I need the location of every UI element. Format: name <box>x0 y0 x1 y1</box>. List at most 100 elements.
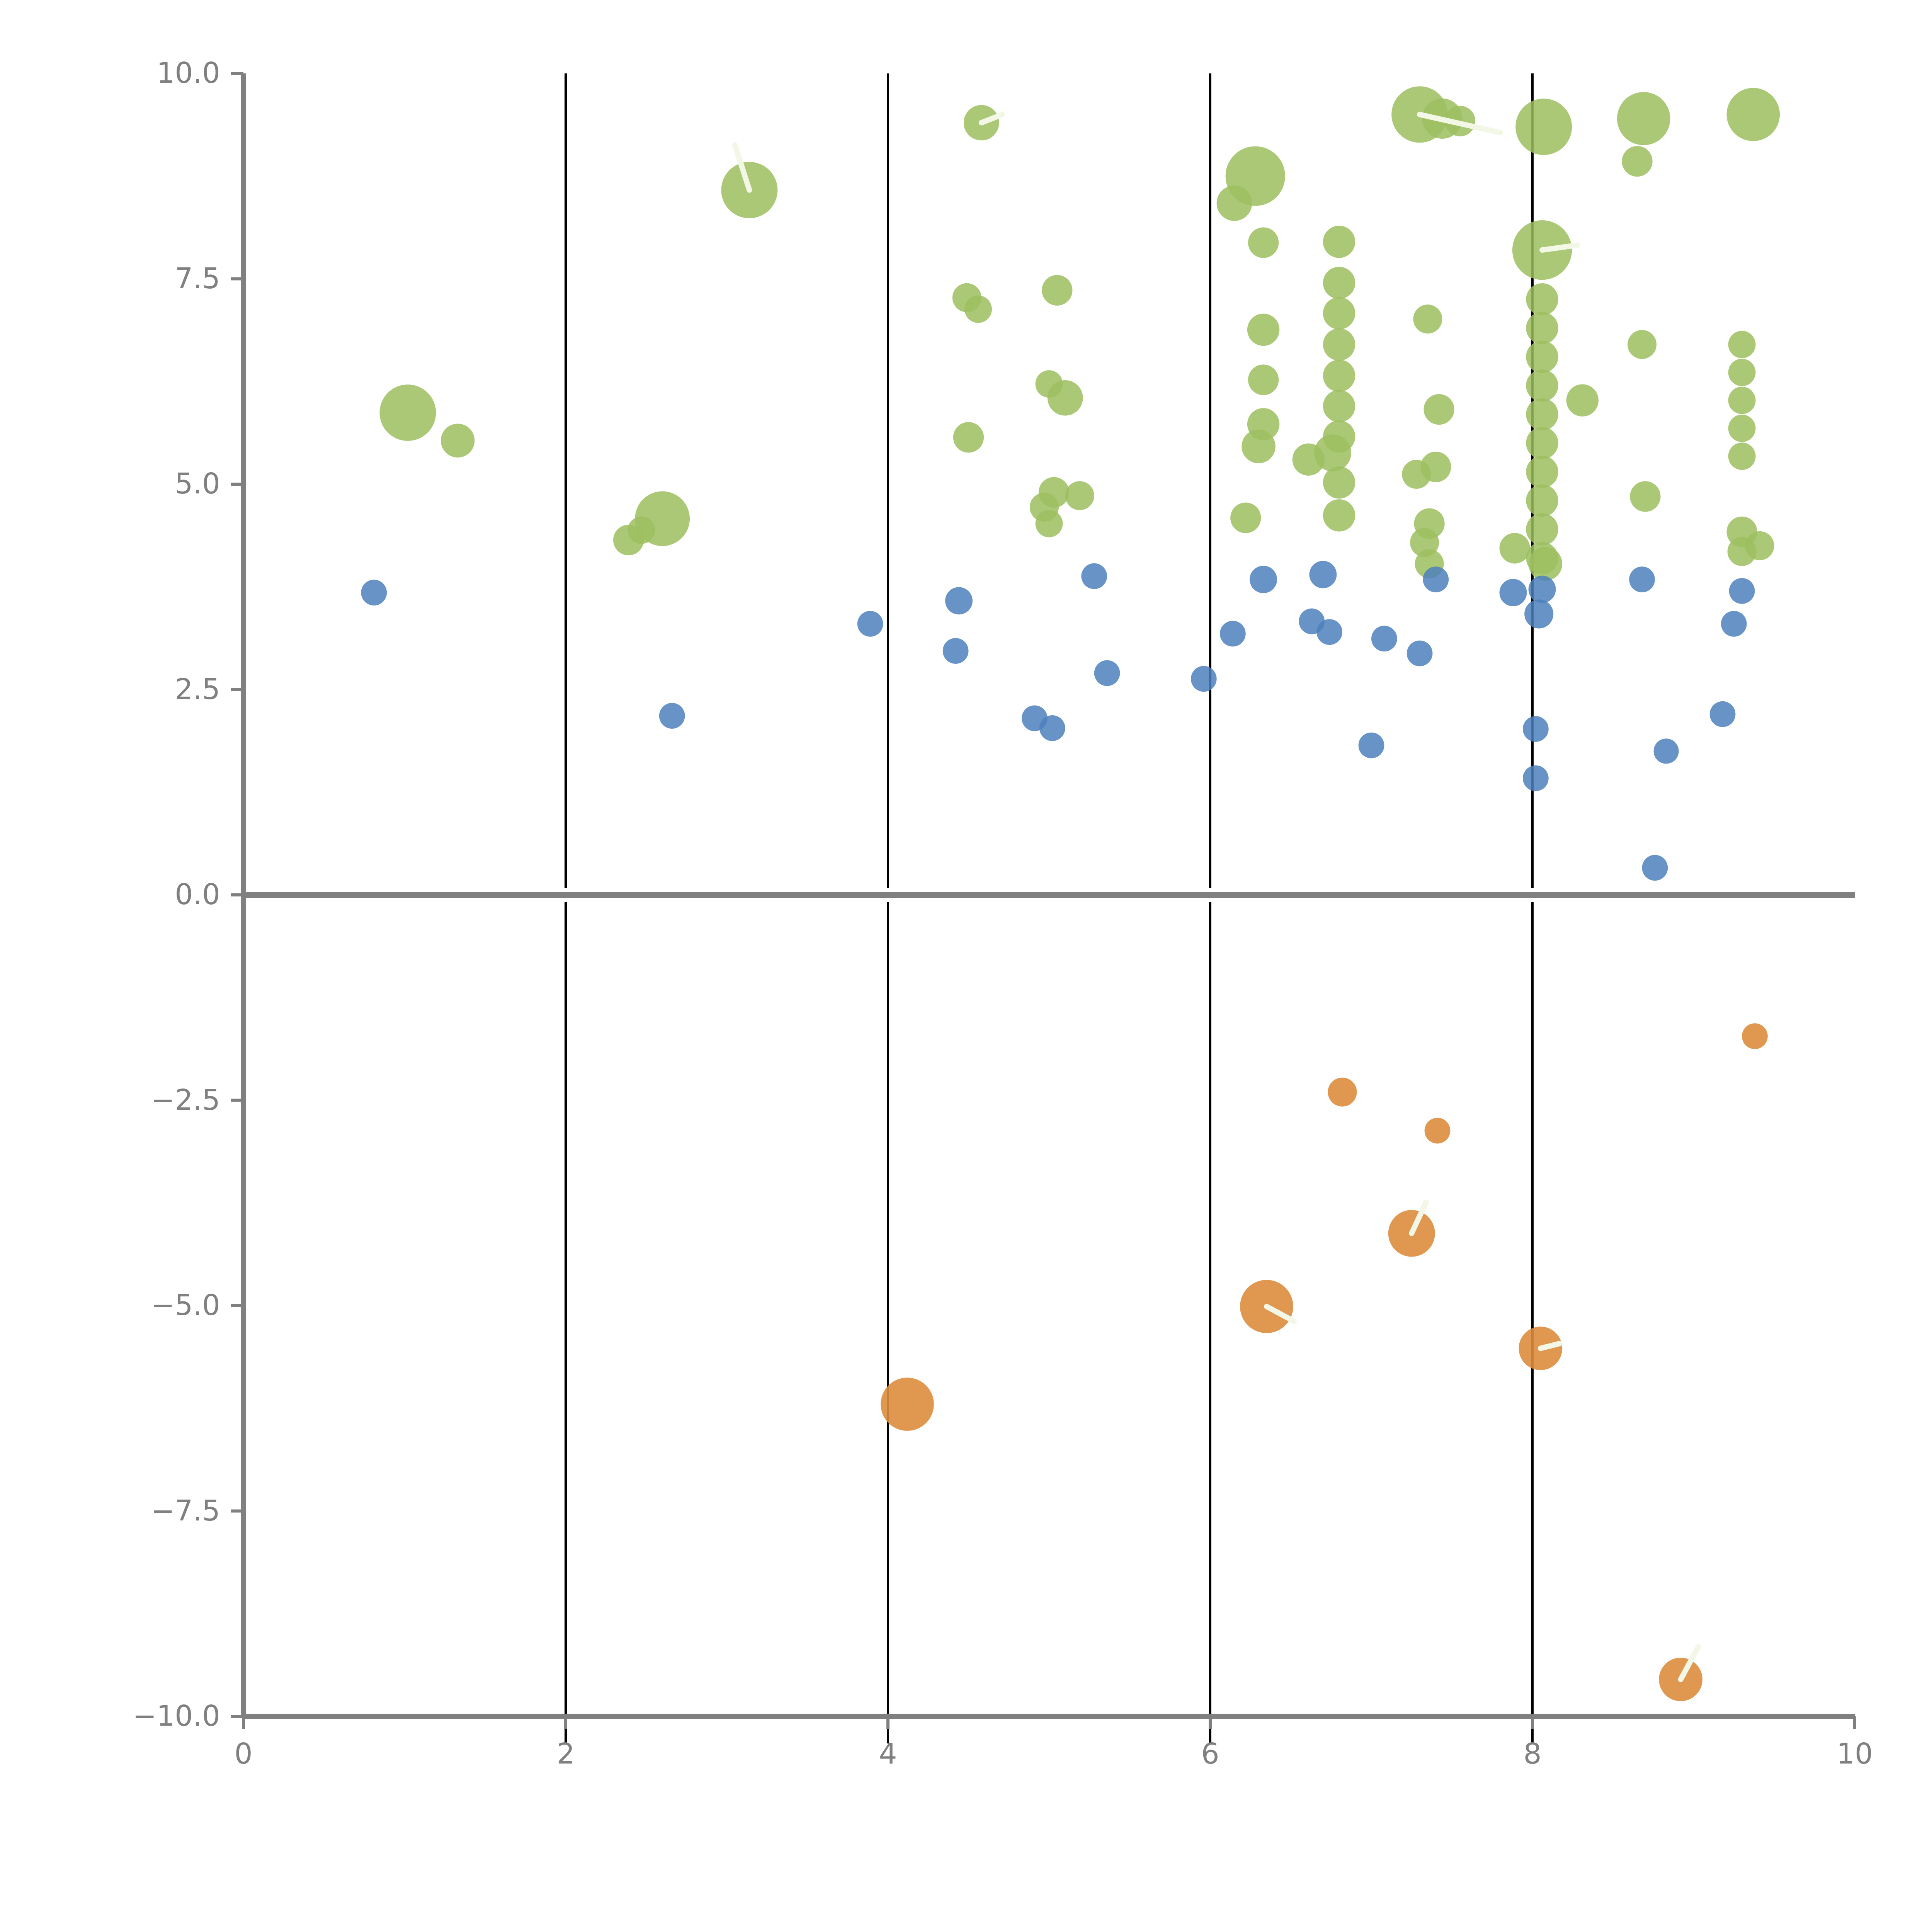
scatter-marker[interactable] <box>1065 481 1094 510</box>
scatter-marker[interactable] <box>1230 502 1261 533</box>
scatter-marker[interactable] <box>1309 561 1337 588</box>
scatter-marker[interactable] <box>379 384 436 441</box>
scatter-marker[interactable] <box>1358 732 1384 759</box>
scatter-marker[interactable] <box>1247 313 1280 346</box>
scatter-marker[interactable] <box>1423 566 1449 592</box>
leader-line <box>1264 1304 1297 1324</box>
scatter-marker[interactable] <box>1220 621 1246 647</box>
scatter-marker[interactable] <box>1248 227 1279 258</box>
scatter-marker[interactable] <box>1371 626 1397 652</box>
scatter-marker[interactable] <box>1035 510 1063 537</box>
scatter-marker[interactable] <box>440 423 475 458</box>
scatter-marker[interactable] <box>1323 390 1355 422</box>
scatter-marker[interactable] <box>881 1378 934 1431</box>
scatter-marker[interactable] <box>1250 566 1277 594</box>
scatter-marker[interactable] <box>1721 611 1747 637</box>
scatter-marker[interactable] <box>1225 146 1285 206</box>
y-tick-label: −5.0 <box>151 1289 220 1322</box>
scatter-marker[interactable] <box>1323 226 1355 258</box>
scatter-marker[interactable] <box>1622 146 1653 177</box>
scatter-marker[interactable] <box>1328 1077 1357 1107</box>
scatter-marker[interactable] <box>1190 666 1217 692</box>
scatter-marker[interactable] <box>1323 267 1355 299</box>
scatter-marker[interactable] <box>1323 359 1355 392</box>
scatter-marker[interactable] <box>1628 330 1657 359</box>
x-tick-label: 0 <box>234 1737 253 1770</box>
scatter-marker[interactable] <box>1526 398 1558 430</box>
scatter-marker[interactable] <box>953 422 984 453</box>
scatter-marker[interactable] <box>1035 370 1063 398</box>
scatter-marker[interactable] <box>1729 578 1755 604</box>
scatter-marker[interactable] <box>1323 297 1355 330</box>
scatter-marker[interactable] <box>1515 99 1572 155</box>
scatter-marker[interactable] <box>1524 599 1554 629</box>
scatter-marker[interactable] <box>1423 394 1454 425</box>
scatter-marker[interactable] <box>1094 660 1120 686</box>
scatter-marker[interactable] <box>1248 364 1279 395</box>
leader-line <box>1537 1340 1563 1351</box>
y-tick-label: 5.0 <box>175 467 220 500</box>
scatter-marker[interactable] <box>1728 414 1756 442</box>
scatter-marker[interactable] <box>1526 427 1558 459</box>
scatter-marker[interactable] <box>1629 566 1655 592</box>
scatter-marker[interactable] <box>1323 499 1355 532</box>
scatter-marker[interactable] <box>1039 715 1065 741</box>
scatter-marker[interactable] <box>1726 88 1780 141</box>
scatter-marker[interactable] <box>1642 855 1668 881</box>
series-green-markers[interactable] <box>379 86 1780 581</box>
scatter-marker[interactable] <box>1323 328 1355 361</box>
scatter-marker[interactable] <box>1499 579 1527 607</box>
scatter-marker[interactable] <box>1526 484 1558 517</box>
scatter-marker[interactable] <box>1617 92 1670 145</box>
scatter-marker[interactable] <box>942 638 969 664</box>
scatter-marker[interactable] <box>1566 384 1599 417</box>
scatter-marker[interactable] <box>635 491 690 546</box>
scatter-marker[interactable] <box>1413 304 1442 334</box>
scatter-marker[interactable] <box>1728 331 1756 359</box>
gridlines-group <box>565 73 1534 1743</box>
x-tick-label: 4 <box>879 1737 897 1770</box>
scatter-marker[interactable] <box>1742 1023 1768 1049</box>
series-blue-markers[interactable] <box>361 561 1755 881</box>
y-tick-label: 7.5 <box>175 262 220 295</box>
scatter-marker[interactable] <box>1728 359 1756 386</box>
scatter-marker[interactable] <box>1292 443 1325 476</box>
x-tick-label: 2 <box>556 1737 575 1770</box>
scatter-marker[interactable] <box>1528 575 1556 603</box>
scatter-marker[interactable] <box>1522 716 1549 742</box>
scatter-marker[interactable] <box>1424 1117 1451 1144</box>
scatter-marker[interactable] <box>1081 563 1107 589</box>
scatter-marker[interactable] <box>1526 283 1558 316</box>
scatter-marker[interactable] <box>1406 640 1433 667</box>
scatter-marker[interactable] <box>1402 459 1431 489</box>
scatter-marker[interactable] <box>1526 456 1558 488</box>
scatter-marker[interactable] <box>1728 442 1756 470</box>
scatter-marker[interactable] <box>1526 340 1558 373</box>
x-tick-label: 6 <box>1201 1737 1219 1770</box>
scatter-marker[interactable] <box>1042 275 1073 306</box>
scatter-marker[interactable] <box>857 611 883 637</box>
scatter-marker[interactable] <box>1728 386 1756 414</box>
scatter-marker[interactable] <box>1242 429 1276 463</box>
scatter-marker[interactable] <box>1745 531 1774 560</box>
scatter-marker[interactable] <box>964 295 992 323</box>
scatter-marker[interactable] <box>945 587 973 615</box>
scatter-marker[interactable] <box>1522 765 1549 791</box>
x-tick-label: 10 <box>1836 1737 1873 1770</box>
x-tick-label: 8 <box>1523 1737 1542 1770</box>
scatter-marker[interactable] <box>1709 701 1736 727</box>
scatter-marker[interactable] <box>1528 547 1563 581</box>
scatter-marker[interactable] <box>1316 619 1342 645</box>
series-orange-markers[interactable] <box>881 1023 1768 1701</box>
scatter-marker[interactable] <box>1323 466 1355 499</box>
scatter-marker[interactable] <box>1499 533 1530 564</box>
scatter-marker[interactable] <box>1526 312 1558 344</box>
scatter-marker[interactable] <box>1526 513 1558 546</box>
scatter-marker[interactable] <box>659 703 685 729</box>
scatter-marker[interactable] <box>361 580 387 605</box>
scatter-marker[interactable] <box>1653 738 1679 764</box>
scatter-marker[interactable] <box>1526 369 1558 402</box>
scatter-marker[interactable] <box>1630 481 1661 512</box>
